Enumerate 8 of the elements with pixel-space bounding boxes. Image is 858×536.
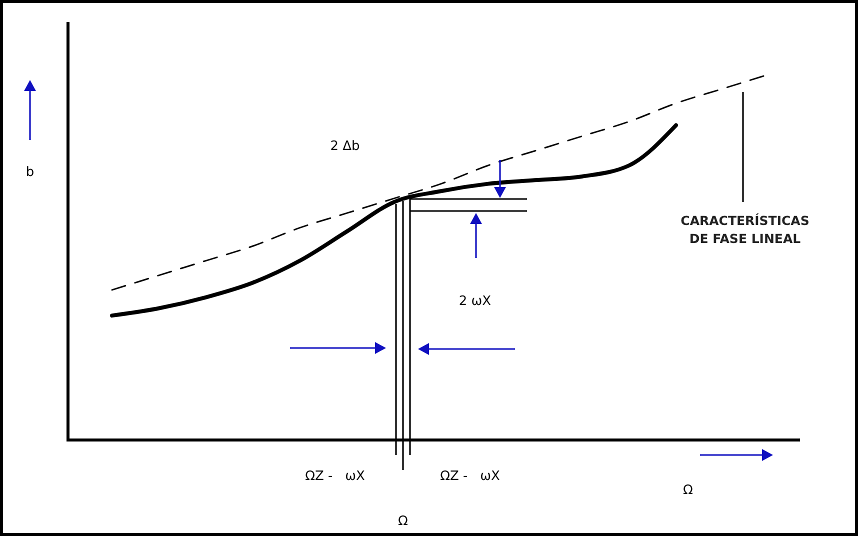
annotation: 2 ωX (458, 294, 492, 309)
text: CARACTERÍSTICAS DE FASE LINEAL (680, 213, 810, 246)
y-axis-title: b (26, 165, 34, 180)
text: Ω (398, 514, 408, 529)
annotation: 2 Δb (330, 139, 360, 154)
x-axis-title: Ω (683, 483, 694, 498)
text: ΩZ - ωX (440, 469, 500, 484)
text: ΩZ - ωX (305, 469, 366, 484)
